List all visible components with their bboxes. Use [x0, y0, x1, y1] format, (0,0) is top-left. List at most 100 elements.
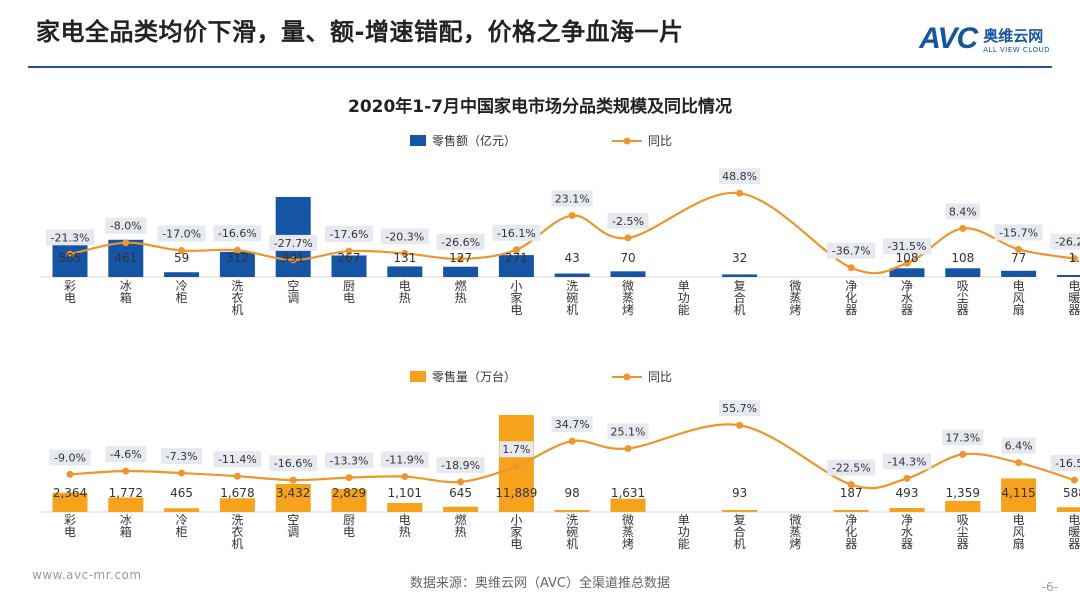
yoy-label-bg	[942, 429, 984, 446]
yoy-label-bg	[436, 456, 485, 473]
yoy-label: -17.6%	[330, 228, 369, 241]
yoy-label-bg	[380, 228, 429, 245]
yoy-label-bg	[46, 229, 94, 246]
yoy-point	[289, 476, 297, 484]
value-label: 108	[896, 251, 919, 265]
yoy-label-bg	[827, 242, 876, 259]
bar	[610, 271, 646, 277]
yoy-label-bg	[1050, 455, 1080, 472]
yoy-label-bg	[883, 238, 931, 255]
yoy-label: -2.5%	[612, 215, 644, 228]
header-divider	[28, 66, 1052, 68]
bar	[443, 266, 479, 277]
chart-panel-1: 零售额（亿元） 同比 -21.3% -8.0% -17.0% -16.6% -27.7% -1…	[40, 133, 1080, 317]
category-label: 电暖器	[1068, 513, 1080, 551]
yoy-label: 48.8%	[722, 170, 757, 183]
category-label: 燃热	[455, 512, 467, 539]
page-number: -6-	[1041, 580, 1058, 594]
value-label: 93	[732, 486, 747, 500]
yoy-label-bg	[325, 452, 373, 469]
yoy-point	[401, 249, 409, 257]
yoy-label-bg	[269, 455, 318, 472]
value-label: 1.	[1069, 251, 1080, 265]
yoy-label-bg	[551, 190, 593, 207]
yoy-label: -13.3%	[330, 455, 369, 468]
logo-mark: AVC	[919, 22, 978, 55]
yoy-point	[122, 239, 130, 247]
yoy-point	[959, 224, 967, 232]
bar	[331, 488, 367, 512]
yoy-point	[624, 444, 632, 452]
yoy-label-bg	[492, 224, 541, 241]
value-label: 2,364	[53, 486, 87, 500]
yoy-label-bg	[499, 441, 534, 458]
logo-en: ALL VIEW CLOUD	[983, 45, 1050, 54]
bar	[387, 266, 423, 277]
yoy-point	[1015, 245, 1023, 253]
bar	[889, 268, 925, 277]
category-label: 洗衣机	[231, 279, 243, 317]
yoy-point	[624, 234, 632, 242]
category-label: 单功能	[678, 279, 690, 317]
bar	[1056, 507, 1080, 512]
yoy-point	[289, 256, 297, 264]
yoy-point	[66, 250, 74, 258]
value-label: 493	[896, 486, 919, 500]
yoy-label: -16.6%	[218, 227, 257, 240]
yoy-label: -15.7%	[999, 226, 1038, 239]
yoy-label-bg	[380, 451, 429, 468]
yoy-label: -16.1%	[497, 227, 536, 240]
legend-line-label: 同比	[648, 370, 672, 384]
yoy-label-bg	[945, 203, 980, 220]
category-label: 电热	[399, 279, 411, 305]
category-label: 净水器	[901, 279, 913, 317]
value-label: 1,359	[946, 486, 980, 500]
value-label: 1,101	[388, 486, 422, 500]
yoy-point	[1015, 459, 1023, 467]
yoy-point	[568, 212, 576, 220]
yoy-label-bg	[827, 459, 876, 476]
value-label: 267	[338, 251, 361, 265]
category-label: 净化器	[845, 513, 857, 551]
bar	[1001, 478, 1037, 512]
category-label: 冷柜	[176, 279, 188, 305]
category-label: 空调	[287, 279, 299, 305]
yoy-label: -11.9%	[385, 454, 424, 467]
yoy-point	[903, 474, 911, 482]
chart-title: 2020年1-7月中国家电市场分品类规模及同比情况	[347, 97, 733, 117]
yoy-point	[568, 437, 576, 445]
yoy-label: -9.0%	[54, 451, 86, 464]
yoy-point	[1070, 476, 1078, 484]
yoy-line	[69, 423, 1075, 490]
yoy-label-bg	[213, 225, 262, 242]
yoy-point	[345, 247, 353, 255]
value-label: 3,432	[276, 486, 310, 500]
yoy-label: -26.2%	[1055, 236, 1080, 249]
yoy-label-bg	[161, 448, 203, 465]
bar	[889, 507, 925, 512]
yoy-label-bg	[105, 217, 147, 234]
yoy-label-bg	[1001, 437, 1036, 454]
category-label: 复合机	[734, 279, 746, 317]
yoy-label-bg	[719, 400, 761, 417]
bar	[722, 510, 758, 512]
yoy-label-bg	[883, 453, 931, 470]
bar	[387, 503, 423, 512]
category-label: 厨电	[343, 513, 355, 539]
yoy-label: -20.3%	[385, 230, 424, 243]
yoy-label: -22.5%	[832, 462, 871, 475]
category-label: 单功能	[678, 513, 690, 551]
yoy-point	[178, 247, 186, 255]
yoy-label: -21.3%	[51, 231, 90, 244]
avc-logo: AVC 奥维云网 ALL VIEW CLOUD	[919, 22, 1050, 56]
yoy-label: -31.5%	[888, 240, 927, 253]
category-label: 洗碗机	[566, 279, 578, 317]
value-label: 312	[226, 251, 249, 265]
yoy-point	[178, 469, 186, 477]
value-label: 32	[732, 251, 747, 265]
chart-panel-2: 零售量（万台） 同比 -9.0% -4.6% -7.3% -11.4% -16.6% -13.…	[40, 369, 1080, 551]
category-label: 微蒸烤	[622, 513, 634, 551]
bar	[52, 492, 88, 512]
value-label: 43	[565, 251, 580, 265]
